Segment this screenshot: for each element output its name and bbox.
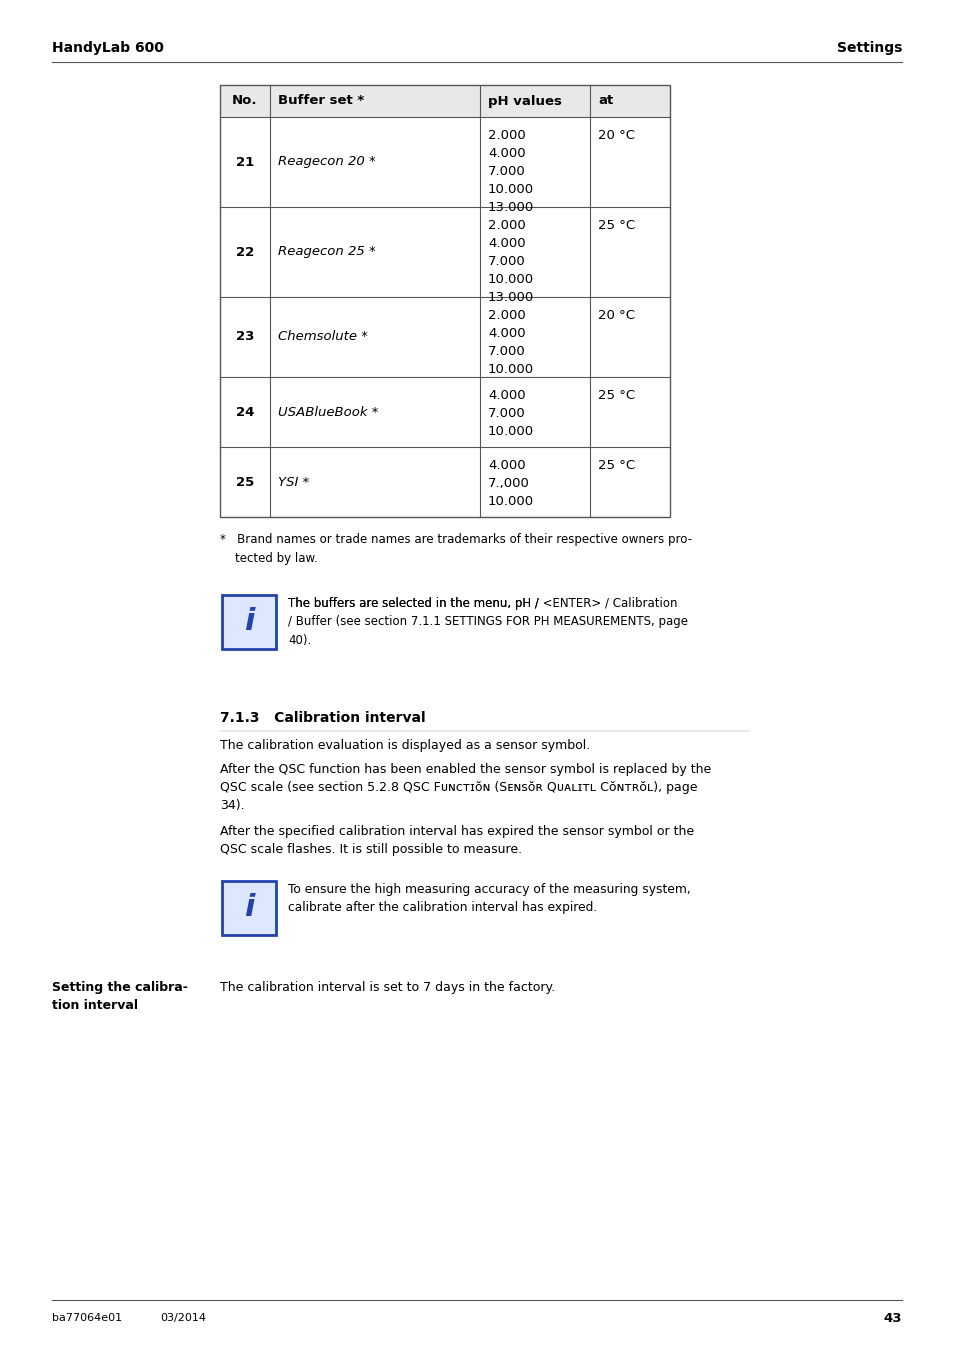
Text: 23: 23 [235, 331, 253, 343]
Text: 2.000
4.000
7.000
10.000
13.000: 2.000 4.000 7.000 10.000 13.000 [488, 130, 534, 215]
Text: 2.000
4.000
7.000
10.000
13.000: 2.000 4.000 7.000 10.000 13.000 [488, 219, 534, 304]
Text: 7.1.3   Calibration interval: 7.1.3 Calibration interval [220, 711, 425, 725]
Text: ba77064e01: ba77064e01 [52, 1314, 122, 1323]
Text: 25 °C: 25 °C [598, 389, 635, 402]
Text: The buffers are selected in the menu, pH /: The buffers are selected in the menu, pH… [288, 597, 542, 610]
Text: 03/2014: 03/2014 [160, 1314, 206, 1323]
Bar [222, 882, 275, 936]
Text: Reagecon 25 *: Reagecon 25 * [277, 246, 375, 258]
Text: Setting the calibra-
tion interval: Setting the calibra- tion interval [52, 981, 188, 1012]
Text: After the QSC function has been enabled the sensor symbol is replaced by the
QSC: After the QSC function has been enabled … [220, 763, 711, 811]
Text: Buffer set *: Buffer set * [277, 95, 364, 108]
Text: 22: 22 [235, 246, 253, 258]
Text: Settings: Settings [836, 40, 901, 55]
Text: i: i [244, 608, 254, 636]
Text: pH values: pH values [488, 95, 561, 108]
Text: 21: 21 [235, 155, 253, 169]
Text: i: i [244, 894, 254, 922]
Text: 24: 24 [235, 405, 253, 418]
Text: *   Brand names or trade names are trademarks of their respective owners pro-
  : * Brand names or trade names are tradema… [220, 533, 691, 566]
Bar [222, 595, 275, 649]
Text: 20 °C: 20 °C [598, 309, 635, 323]
Text: at: at [598, 95, 613, 108]
Bar [220, 85, 669, 517]
Text: 25 °C: 25 °C [598, 219, 635, 232]
Text: HandyLab 600: HandyLab 600 [52, 40, 164, 55]
Text: 4.000
7.,000
10.000: 4.000 7.,000 10.000 [488, 459, 534, 508]
Bar [220, 85, 669, 117]
Text: No.: No. [232, 95, 257, 108]
Text: 2.000
4.000
7.000
10.000: 2.000 4.000 7.000 10.000 [488, 309, 534, 377]
Text: USABlueBook *: USABlueBook * [277, 405, 378, 418]
Text: To ensure the high measuring accuracy of the measuring system,
calibrate after t: To ensure the high measuring accuracy of… [288, 883, 690, 914]
Text: The calibration evaluation is displayed as a sensor symbol.: The calibration evaluation is displayed … [220, 738, 590, 752]
Text: After the specified calibration interval has expired the sensor symbol or the
QS: After the specified calibration interval… [220, 825, 694, 856]
Text: The calibration interval is set to 7 days in the factory.: The calibration interval is set to 7 day… [220, 981, 555, 994]
Text: Reagecon 20 *: Reagecon 20 * [277, 155, 375, 169]
Text: 43: 43 [882, 1311, 901, 1324]
Text: 25 °C: 25 °C [598, 459, 635, 472]
Text: Chemsolute *: Chemsolute * [277, 331, 368, 343]
Text: 20 °C: 20 °C [598, 130, 635, 142]
Text: YSI *: YSI * [277, 475, 309, 489]
Text: 25: 25 [235, 475, 253, 489]
Text: 4.000
7.000
10.000: 4.000 7.000 10.000 [488, 389, 534, 437]
Text: The buffers are selected in the menu, pH / <ENTER> / Calibration
/ Buffer (see s: The buffers are selected in the menu, pH… [288, 597, 687, 647]
